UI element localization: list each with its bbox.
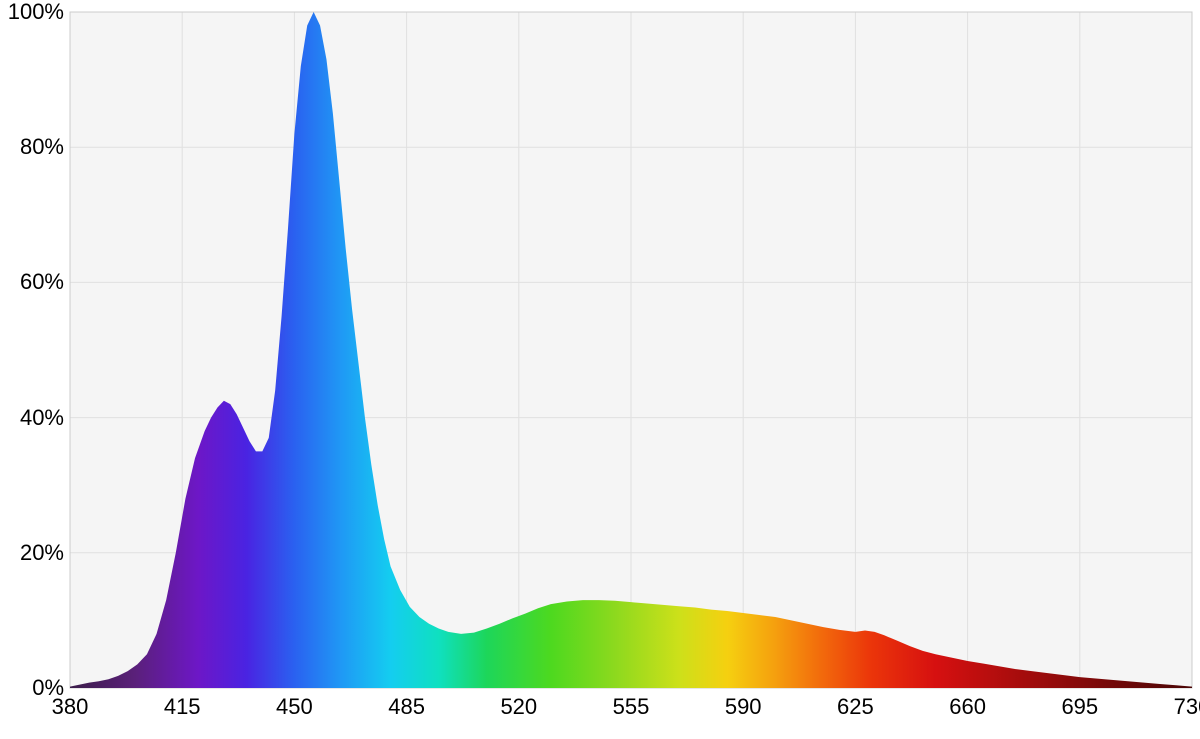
x-axis-tick-label: 660	[946, 694, 990, 720]
x-axis-tick-label: 485	[385, 694, 429, 720]
x-axis-tick-label: 520	[497, 694, 541, 720]
x-axis-tick-label: 555	[609, 694, 653, 720]
spectrum-area-chart: 0%20%40%60%80%100%3804154504855205555906…	[0, 0, 1200, 734]
x-axis-tick-label: 695	[1058, 694, 1102, 720]
y-axis-tick-label: 40%	[20, 405, 64, 431]
x-axis-tick-label: 625	[833, 694, 877, 720]
x-axis-tick-label: 380	[48, 694, 92, 720]
x-axis-tick-label: 590	[721, 694, 765, 720]
chart-svg	[0, 0, 1200, 734]
y-axis-tick-label: 100%	[8, 0, 64, 25]
y-axis-tick-label: 20%	[20, 540, 64, 566]
y-axis-tick-label: 60%	[20, 269, 64, 295]
x-axis-tick-label: 450	[272, 694, 316, 720]
y-axis-tick-label: 80%	[20, 134, 64, 160]
x-axis-tick-label: 730	[1170, 694, 1200, 720]
x-axis-tick-label: 415	[160, 694, 204, 720]
